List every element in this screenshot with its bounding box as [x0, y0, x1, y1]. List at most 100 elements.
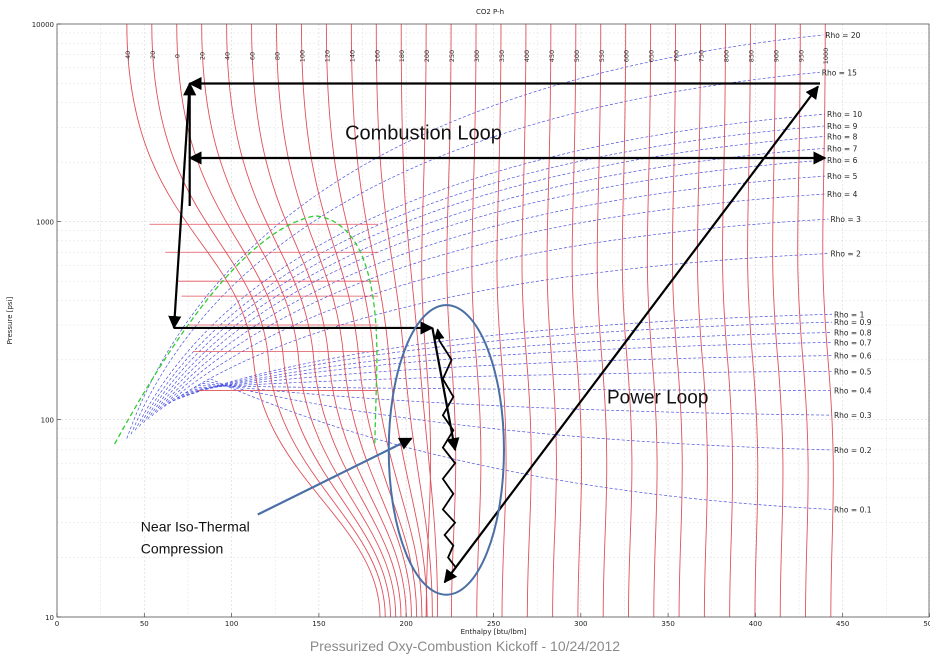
cycle-loops [168, 76, 827, 584]
isotherm-label: 200 [423, 50, 431, 62]
isochore-line [206, 380, 832, 451]
isotherm-label: 550 [598, 50, 606, 62]
x-axis-ticks: 0 50 100 150 200 250 300 350 400 450 500 [55, 613, 930, 628]
rho-label: Rho = 0.7 [834, 338, 872, 347]
isotherm-line [696, 23, 708, 618]
x-tick-label: 450 [836, 620, 849, 628]
isotherm-line [521, 23, 532, 618]
x-tick-label: 400 [749, 620, 762, 628]
x-tick-label: 0 [55, 620, 59, 628]
isotherm-line [126, 23, 381, 618]
isochore-line [164, 218, 829, 407]
rho-label: Rho = 0.3 [834, 411, 872, 420]
isotherm-line [646, 23, 658, 618]
isotherm-label: 350 [498, 50, 506, 62]
isotherm-line [722, 23, 734, 618]
rho-label: Rho = 3 [830, 215, 861, 224]
isochore-line [181, 332, 832, 396]
rho-label: Rho = 5 [827, 172, 858, 181]
isotherm-line [325, 23, 423, 618]
isotherm-label: -20 [149, 51, 157, 62]
isochore-line [202, 383, 832, 416]
isotherm-label: -40 [124, 51, 132, 62]
pointer-arrow [257, 437, 413, 516]
isotherm-label: 450 [548, 50, 556, 62]
rho-label: Rho = 9 [827, 122, 858, 131]
isotherm-label: 60 [249, 52, 257, 60]
power-loop-diagonal [443, 85, 819, 584]
isotherm-label: 140 [348, 50, 356, 62]
x-tick-label: 300 [574, 620, 587, 628]
x-tick-label: 100 [225, 620, 238, 628]
isochore-lines [126, 34, 832, 510]
isotherm-label: 40 [224, 52, 232, 60]
isotherm-line [772, 23, 784, 618]
isotherm-label: 20 [199, 52, 207, 60]
isotherm-line [621, 23, 633, 618]
isotherm-label: 160 [373, 50, 381, 62]
isochore-line [151, 159, 826, 417]
rho-label: Rho = 0.9 [834, 318, 872, 327]
x-tick-label: 350 [661, 620, 674, 628]
isotherm-line [496, 23, 507, 618]
isotherm-label: 900 [772, 50, 780, 62]
x-tick-label: 250 [487, 620, 500, 628]
y-axis-label: Pressure [psi] [6, 296, 14, 344]
isotherm-line [251, 23, 407, 618]
plot-frame [56, 23, 930, 618]
y-tick-label: 10000 [32, 21, 54, 29]
isotherm-label: 180 [398, 50, 406, 62]
isotherm-label: 300 [473, 50, 481, 62]
x-axis-label: Enthalpy [btu/lbm] [461, 628, 527, 636]
isotherm-label: 500 [573, 50, 581, 62]
rho-label: Rho = 0.2 [834, 446, 872, 455]
isotherm-label: 850 [747, 50, 755, 62]
y-axis-ticks: 10 100 1000 10000 [32, 21, 61, 622]
rho-label: Rho = 0.8 [834, 328, 872, 337]
isochore-line [210, 378, 832, 510]
rho-label: Rho = 0.1 [834, 505, 872, 514]
isotherm-label: 120 [323, 50, 331, 62]
rho-label: Rho = 15 [822, 68, 857, 77]
annotation-text: Near Iso-Thermal [141, 519, 250, 535]
isotherm-label: 80 [273, 52, 281, 60]
isotherm-label: 1000 [822, 48, 830, 65]
chart-title: CO2 P-h [476, 8, 504, 16]
isochore-line [198, 385, 832, 391]
isotherm-label: 600 [623, 50, 631, 62]
isochore-line [193, 370, 832, 389]
rho-label: Rho = 4 [827, 190, 858, 199]
isotherm-line [747, 23, 759, 618]
rho-label: Rho = 0.4 [834, 386, 872, 395]
isochore-line [126, 34, 824, 439]
isotherm-label: 800 [722, 50, 730, 62]
x-tick-label: 150 [312, 620, 325, 628]
isotherm-label: 100 [298, 50, 306, 62]
x-tick-label: 200 [400, 620, 413, 628]
rho-label: Rho = 10 [827, 110, 862, 119]
isotherm-label: 400 [523, 50, 531, 62]
y-tick-label: 100 [41, 416, 54, 424]
rho-label: Rho = 0.6 [834, 352, 872, 361]
annotation-text: Combustion Loop [345, 123, 502, 145]
isochore-line [139, 125, 826, 427]
footer-text: Pressurized Oxy-Combustion Kickoff - 10/… [309, 638, 621, 654]
annotation-text: Power Loop [607, 388, 708, 409]
isochore-line [160, 193, 826, 410]
isotherm-labels: -40 -20 0 20 40 60 80 100 120 140 160 180 200 250 300 3… [124, 48, 830, 65]
isotherm-line [546, 23, 557, 618]
annotation-text: Compression [141, 540, 223, 556]
x-tick-label: 500 [923, 620, 930, 628]
rho-label: Rho = 0.5 [834, 367, 872, 376]
rho-label: Rho = 2 [830, 250, 861, 259]
rho-label: Rho = 7 [827, 144, 858, 153]
rho-label: Rho = 8 [827, 132, 858, 141]
isotherm-label: 950 [797, 50, 805, 62]
isotherm-label: 0 [174, 54, 182, 58]
rho-label: Rho = 1 [834, 310, 865, 319]
y-tick-label: 1000 [36, 219, 54, 227]
isotherm-line [226, 23, 402, 618]
isotherm-label: 750 [698, 50, 706, 62]
